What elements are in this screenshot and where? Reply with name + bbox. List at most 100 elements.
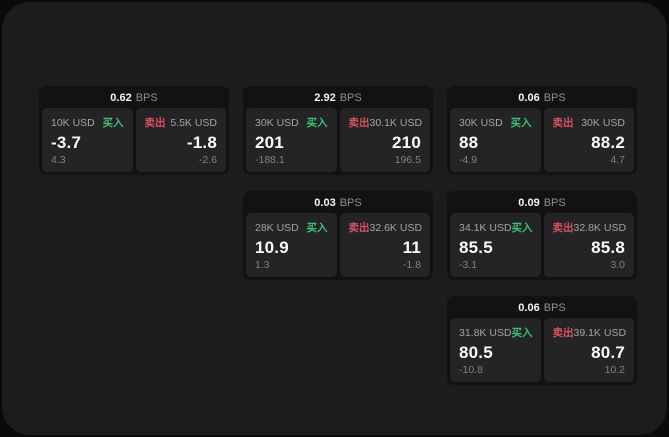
sell-size-label: 30K USD <box>581 116 625 129</box>
sell-size-label: 5.5K USD <box>170 116 217 129</box>
sell-panel[interactable]: 卖出 30.1K USD 210 196.5 <box>339 108 430 172</box>
sell-size-label: 32.8K USD <box>573 221 627 234</box>
buy-sell-panels: 28K USD 买入 10.9 1.3 卖出 32.6K USD 11 -1.8 <box>246 213 430 277</box>
buy-panel[interactable]: 34.1K USD 买入 85.5 -3.1 <box>450 213 541 277</box>
buy-sub-value: -10.8 <box>459 364 483 376</box>
buy-sub-value: -4.9 <box>459 154 478 166</box>
buy-panel[interactable]: 28K USD 买入 10.9 1.3 <box>246 213 337 277</box>
buy-tag: 买入 <box>511 222 533 234</box>
sell-price: 80.7 <box>591 342 625 362</box>
buy-tag: 买入 <box>306 222 328 234</box>
buy-panel-top: 28K USD 买入 <box>255 220 328 235</box>
sell-size-label: 39.1K USD <box>573 326 627 339</box>
sell-price: 11 <box>402 237 421 257</box>
sell-panel[interactable]: 卖出 39.1K USD 80.7 10.2 <box>543 318 634 382</box>
buy-panel-top: 30K USD 买入 <box>459 115 532 130</box>
bps-header: 0.09 BPS <box>450 193 634 213</box>
bps-unit-label: BPS <box>543 92 566 104</box>
sell-panel-top: 卖出 32.6K USD <box>349 220 423 235</box>
buy-sub-value: -3.1 <box>459 259 478 271</box>
buy-sub-value: -188.1 <box>255 154 285 166</box>
buy-panel[interactable]: 30K USD 买入 88 -4.9 <box>450 108 541 172</box>
sell-price: 88.2 <box>591 132 625 152</box>
buy-panel[interactable]: 31.8K USD 买入 80.5 -10.8 <box>450 318 541 382</box>
bps-value: 0.62 <box>110 92 132 104</box>
sell-tag: 卖出 <box>552 117 574 129</box>
sell-panel-top: 卖出 30K USD <box>553 115 626 130</box>
quote-card: 0.06 BPS 31.8K USD 买入 80.5 -10.8 卖出 39.1… <box>447 296 637 385</box>
bps-value: 0.06 <box>518 302 540 314</box>
buy-panel[interactable]: 30K USD 买入 201 -188.1 <box>246 108 337 172</box>
sell-sub-value: 196.5 <box>394 154 421 166</box>
sell-tag: 卖出 <box>144 117 166 129</box>
buy-sell-panels: 31.8K USD 买入 80.5 -10.8 卖出 39.1K USD 80.… <box>450 318 634 382</box>
buy-panel-top: 10K USD 买入 <box>51 115 124 130</box>
sell-size-label: 30.1K USD <box>369 116 423 129</box>
bps-header: 0.06 BPS <box>450 298 634 318</box>
sell-price: -1.8 <box>186 132 217 152</box>
bps-value: 0.03 <box>314 197 336 209</box>
buy-price: -3.7 <box>51 132 82 152</box>
buy-panel-top: 31.8K USD 买入 <box>459 325 533 340</box>
buy-panel-top: 30K USD 买入 <box>255 115 328 130</box>
sell-panel-top: 卖出 30.1K USD <box>349 115 423 130</box>
bps-unit-label: BPS <box>543 302 566 314</box>
quote-card: 0.09 BPS 34.1K USD 买入 85.5 -3.1 卖出 32.8K… <box>447 191 637 280</box>
sell-sub-value: -1.8 <box>402 259 421 271</box>
quote-card: 0.62 BPS 10K USD 买入 -3.7 4.3 卖出 5.5K USD… <box>39 86 229 175</box>
bps-unit-label: BPS <box>135 92 158 104</box>
bps-value: 2.92 <box>314 92 336 104</box>
quote-card: 0.06 BPS 30K USD 买入 88 -4.9 卖出 30K USD 8… <box>447 86 637 175</box>
buy-tag: 买入 <box>511 327 533 339</box>
buy-size-label: 30K USD <box>255 116 299 129</box>
buy-panel-top: 34.1K USD 买入 <box>459 220 533 235</box>
buy-sell-panels: 30K USD 买入 201 -188.1 卖出 30.1K USD 210 1… <box>246 108 430 172</box>
buy-price: 85.5 <box>459 237 493 257</box>
sell-sub-value: -2.6 <box>198 154 217 166</box>
buy-price: 10.9 <box>255 237 289 257</box>
buy-tag: 买入 <box>306 117 328 129</box>
sell-size-label: 32.6K USD <box>369 221 423 234</box>
sell-tag: 卖出 <box>552 327 574 339</box>
buy-sell-panels: 30K USD 买入 88 -4.9 卖出 30K USD 88.2 4.7 <box>450 108 634 172</box>
buy-panel[interactable]: 10K USD 买入 -3.7 4.3 <box>42 108 133 172</box>
bps-header: 2.92 BPS <box>246 88 430 108</box>
bps-unit-label: BPS <box>339 197 362 209</box>
sell-panel-top: 卖出 39.1K USD <box>552 325 627 340</box>
buy-tag: 买入 <box>510 117 532 129</box>
sell-panel[interactable]: 卖出 32.8K USD 85.8 3.0 <box>543 213 634 277</box>
bps-value: 0.09 <box>518 197 540 209</box>
buy-sub-value: 4.3 <box>51 154 66 166</box>
buy-size-label: 31.8K USD <box>459 326 512 339</box>
sell-sub-value: 4.7 <box>610 154 625 166</box>
sell-tag: 卖出 <box>552 222 574 234</box>
buy-size-label: 34.1K USD <box>459 221 512 234</box>
bps-unit-label: BPS <box>339 92 362 104</box>
quote-card: 0.03 BPS 28K USD 买入 10.9 1.3 卖出 32.6K US… <box>243 191 433 280</box>
sell-price: 85.8 <box>591 237 625 257</box>
bps-value: 0.06 <box>518 92 540 104</box>
bps-header: 0.62 BPS <box>42 88 226 108</box>
sell-panel[interactable]: 卖出 30K USD 88.2 4.7 <box>543 108 634 172</box>
bps-unit-label: BPS <box>543 197 566 209</box>
buy-price: 88 <box>459 132 479 152</box>
buy-price: 80.5 <box>459 342 493 362</box>
bps-header: 0.03 BPS <box>246 193 430 213</box>
sell-sub-value: 3.0 <box>610 259 625 271</box>
sell-sub-value: 10.2 <box>604 364 625 376</box>
quote-grid: 0.62 BPS 10K USD 买入 -3.7 4.3 卖出 5.5K USD… <box>39 86 637 385</box>
buy-price: 201 <box>255 132 284 152</box>
buy-size-label: 30K USD <box>459 116 503 129</box>
buy-size-label: 28K USD <box>255 221 299 234</box>
sell-panel-top: 卖出 5.5K USD <box>145 115 218 130</box>
sell-panel[interactable]: 卖出 32.6K USD 11 -1.8 <box>339 213 430 277</box>
buy-sub-value: 1.3 <box>255 259 270 271</box>
buy-size-label: 10K USD <box>51 116 95 129</box>
sell-panel-top: 卖出 32.8K USD <box>552 220 627 235</box>
buy-sell-panels: 10K USD 买入 -3.7 4.3 卖出 5.5K USD -1.8 -2.… <box>42 108 226 172</box>
sell-price: 210 <box>392 132 421 152</box>
sell-panel[interactable]: 卖出 5.5K USD -1.8 -2.6 <box>135 108 226 172</box>
bps-header: 0.06 BPS <box>450 88 634 108</box>
quote-card: 2.92 BPS 30K USD 买入 201 -188.1 卖出 30.1K … <box>243 86 433 175</box>
